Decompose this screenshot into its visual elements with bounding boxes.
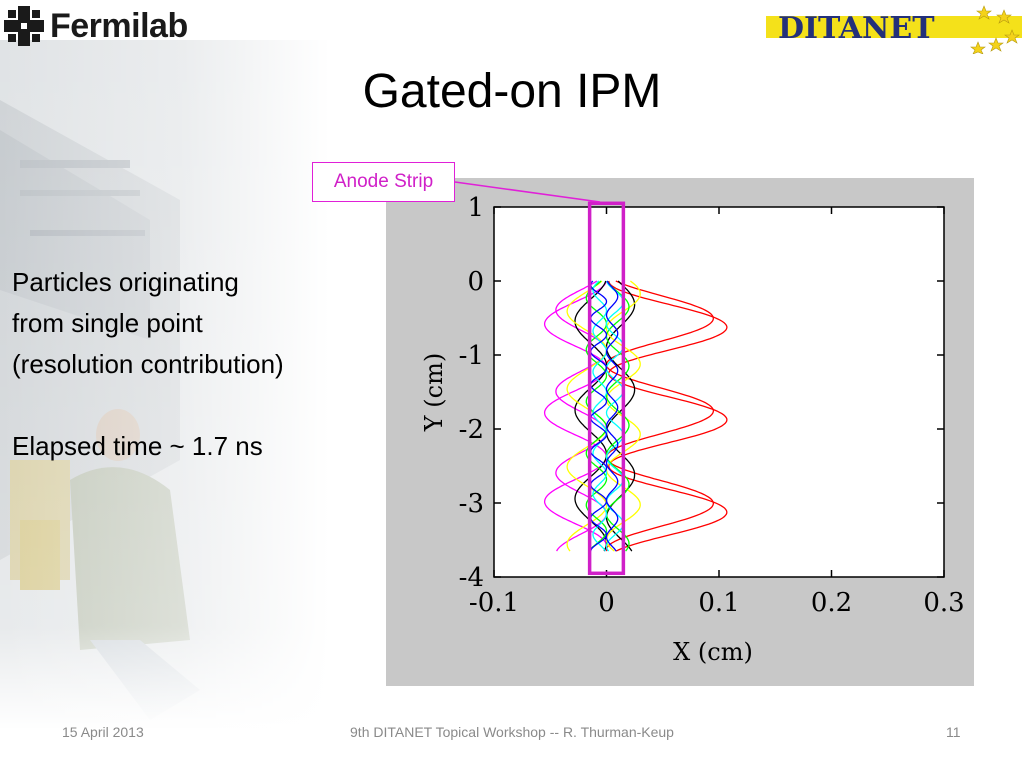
ditanet-wordmark: DITANET — [778, 11, 935, 46]
trajectory-line — [608, 280, 728, 552]
trajectory-line — [543, 280, 608, 552]
trajectory-chart: -0.1 0 0.1 0.2 0.3 1 0 -1 -2 -3 -4 X (cm) Y (cm) — [420, 193, 965, 666]
trajectory-line — [574, 280, 608, 552]
trajectory-line — [605, 280, 625, 552]
y-tick-label: -1 — [459, 341, 484, 371]
slide-body: Particles originating from single point … — [12, 262, 382, 467]
y-tick-label: -4 — [459, 563, 484, 593]
page-number: 11 — [946, 724, 961, 740]
plot-area — [493, 206, 945, 578]
ditanet-logo: DITANET — [766, 5, 1022, 54]
body-line: Elapsed time ~ 1.7 ns — [12, 431, 263, 461]
body-line: (resolution contribution) — [12, 349, 284, 379]
axis-ticks: -0.1 0 0.1 0.2 0.3 1 0 -1 -2 -3 -4 — [459, 193, 965, 618]
x-tick-label: 0 — [598, 588, 615, 618]
x-tick-label: 0.2 — [811, 588, 852, 618]
x-tick-label: 0.1 — [698, 588, 739, 618]
footer-date: 15 April 2013 — [62, 724, 144, 740]
x-tick-label: -0.1 — [469, 588, 519, 618]
y-tick-label: -3 — [459, 489, 484, 519]
fermilab-logo: Fermilab — [4, 6, 188, 46]
y-axis-label: Y (cm) — [420, 353, 448, 432]
footer-center: 9th DITANET Topical Workshop -- R. Thurm… — [350, 724, 674, 740]
y-tick-label: 1 — [467, 193, 484, 223]
body-line: from single point — [12, 308, 203, 338]
fermilab-mark-icon — [4, 6, 44, 46]
stars-icon — [970, 5, 1020, 54]
x-axis-label: X (cm) — [673, 638, 753, 666]
y-tick-label: -2 — [459, 415, 484, 445]
body-line: Particles originating — [12, 267, 239, 297]
trajectory-line — [605, 280, 715, 552]
x-tick-label: 0.3 — [923, 588, 964, 618]
trajectory-figure: -0.1 0 0.1 0.2 0.3 1 0 -1 -2 -3 -4 X (cm) Y (cm) — [386, 178, 974, 686]
trajectory-line — [592, 280, 608, 552]
fermilab-wordmark: Fermilab — [50, 6, 188, 45]
anode-strip-callout: Anode Strip — [312, 162, 455, 202]
anode-strip — [587, 201, 626, 576]
y-tick-label: 0 — [467, 267, 484, 297]
trajectory-line — [605, 280, 619, 552]
slide-title: Gated-on IPM — [362, 65, 662, 118]
trajectory-line — [585, 280, 608, 552]
background-photo — [0, 40, 330, 730]
